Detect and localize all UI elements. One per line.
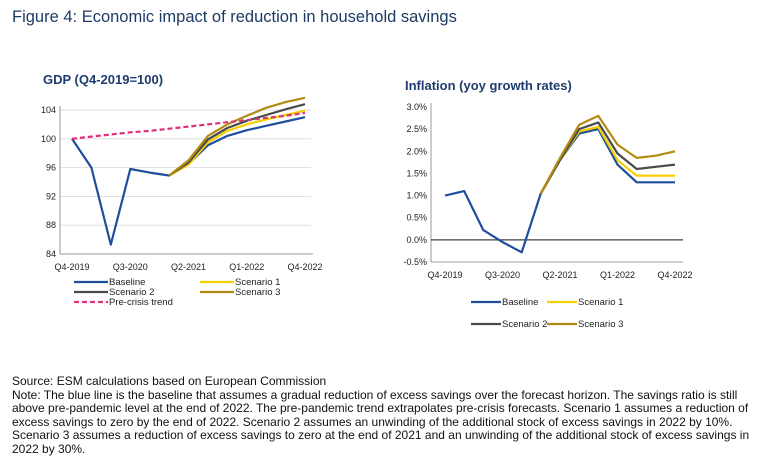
gdp-xtick-label: Q3-2020 [113,262,148,272]
gdp-ytick-label: 92 [46,191,56,201]
gdp-xtick-label: Q4-2022 [287,262,322,272]
inf-legend-label-scenario2: Scenario 2 [502,319,547,330]
gdp-title: GDP (Q4-2019=100) [43,72,163,87]
gdp-line-trend [71,111,306,140]
gdp-line-scenario2 [168,103,306,177]
gdp-ytick-label: 104 [41,105,56,115]
gdp-ytick-label: 88 [46,220,56,230]
inf-ytick-label: 2.5% [406,124,427,134]
inf-legend-label-scenario1: Scenario 1 [578,297,623,308]
inf-legend-label-baseline: Baseline [502,297,538,308]
inf-legend-label-scenario3: Scenario 3 [578,319,623,330]
inf-xtick-label: Q4-2022 [657,270,692,280]
inf-xtick-label: Q1-2022 [600,270,635,280]
gdp-ytick-label: 100 [41,134,56,144]
gdp-ytick-label: 84 [46,249,56,259]
gdp-line-scenario3 [168,96,306,177]
gdp-legend-label-baseline: Baseline [109,277,145,288]
note-text: Note: The blue line is the baseline that… [12,387,750,456]
inf-xtick-label: Q3-2020 [485,270,520,280]
gdp-ytick-label: 96 [46,163,56,173]
gdp-legend-label-scenario1: Scenario 1 [235,277,280,288]
gdp-xtick-label: Q4-2019 [54,262,89,272]
gdp-legend-label-scenario2: Scenario 2 [109,287,154,298]
gdp-legend-label-trend: Pre-crisis trend [109,297,173,308]
source-text: Source: ESM calculations based on Europe… [12,374,327,388]
inf-ytick-label: 2.0% [406,146,427,156]
inf-ytick-label: -0.5% [403,257,427,267]
inf-ytick-label: 1.0% [406,191,427,201]
inf-ytick-label: 0.5% [406,213,427,223]
figure-title: Figure 4: Economic impact of reduction i… [12,8,457,26]
gdp-legend-label-scenario3: Scenario 3 [235,287,280,298]
inf-line-baseline [444,128,675,254]
inf-xtick-label: Q2-2021 [542,270,577,280]
inf-ytick-label: 0.0% [406,235,427,245]
inf-line-scenario3 [539,114,676,194]
inf-title: Inflation (yoy growth rates) [405,78,572,93]
inf-xtick-label: Q4-2019 [427,270,462,280]
inf-ytick-label: 1.5% [406,168,427,178]
gdp-xtick-label: Q2-2021 [171,262,206,272]
gdp-xtick-label: Q1-2022 [229,262,264,272]
figure-notes: Source: ESM calculations based on Europe… [12,374,768,457]
inf-ytick-label: 3.0% [406,102,427,112]
inf-line-scenario2 [539,121,676,194]
